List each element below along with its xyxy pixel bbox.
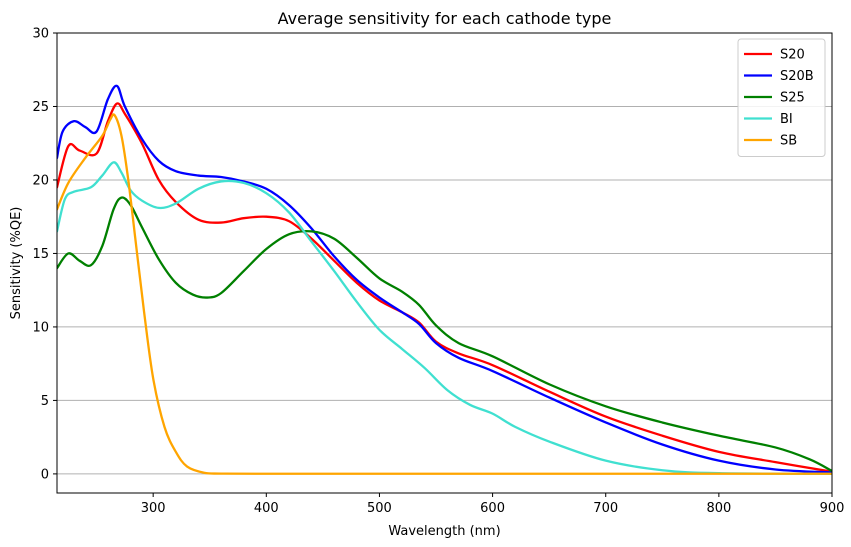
series-line-s20b xyxy=(57,84,832,474)
legend-label: SB xyxy=(780,134,797,149)
y-tick-label: 20 xyxy=(32,173,49,188)
series-line-bi xyxy=(57,161,832,476)
x-tick-label: 500 xyxy=(367,501,392,516)
legend-label: S20B xyxy=(780,69,814,84)
legend-label: S20 xyxy=(780,48,805,63)
x-axis-label: Wavelength (nm) xyxy=(388,524,500,539)
y-tick-label: 0 xyxy=(41,467,49,482)
x-tick-label: 900 xyxy=(820,501,845,516)
y-tick-label: 25 xyxy=(32,100,49,115)
grid xyxy=(57,32,832,475)
x-tick-label: 600 xyxy=(480,501,505,516)
y-axis-label: Sensitivity (%QE) xyxy=(9,207,24,320)
series-line-sb xyxy=(57,113,832,475)
plot-frame xyxy=(56,32,833,494)
legend: S20 S20B S25 BI SB xyxy=(737,38,826,157)
legend-label: BI xyxy=(780,112,793,127)
x-tick-label: 400 xyxy=(254,501,279,516)
legend-label: S25 xyxy=(780,91,805,106)
x-tick-label: 300 xyxy=(141,501,166,516)
chart-title: Average sensitivity for each cathode typ… xyxy=(278,9,612,28)
x-tick-label: 700 xyxy=(593,501,618,516)
axis-ticks: 0 5 10 15 20 25 30 300 400 500 600 700 800 900 xyxy=(32,27,844,517)
series-group xyxy=(57,84,832,476)
series-line-s20 xyxy=(57,102,832,473)
x-tick-label: 800 xyxy=(706,501,731,516)
y-tick-label: 15 xyxy=(32,247,49,262)
y-tick-label: 10 xyxy=(32,320,49,335)
y-tick-label: 5 xyxy=(41,394,49,409)
y-tick-label: 30 xyxy=(32,27,49,42)
legend-box xyxy=(737,38,826,157)
series-line-s25 xyxy=(57,196,832,473)
